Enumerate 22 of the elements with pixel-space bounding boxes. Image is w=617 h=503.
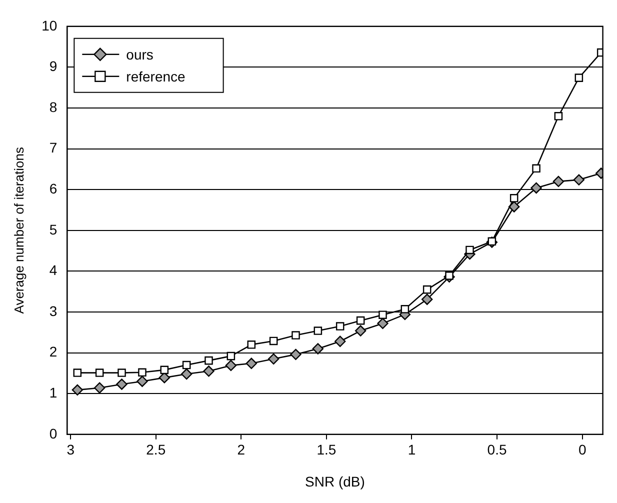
y-tick-label: 0: [49, 425, 58, 442]
y-tick-label: 3: [49, 302, 58, 319]
x-tick-label: 2: [237, 442, 246, 458]
y-tick-label: 2: [49, 344, 58, 360]
y-tick-label: 9: [49, 58, 58, 74]
x-tick-label: 3: [66, 442, 75, 458]
x-tick-label: 0.5: [487, 442, 507, 458]
legend-label: ours: [126, 46, 154, 62]
x-tick-label: 0: [578, 442, 586, 458]
legend-label: reference: [126, 68, 186, 84]
x-axis-title: SNR (dB): [305, 473, 365, 490]
x-tick-label: 2.5: [146, 442, 166, 458]
y-tick-label: 4: [49, 262, 58, 278]
y-tick-label: 10: [42, 17, 58, 34]
y-tick-label: 1: [49, 384, 58, 400]
y-tick-label: 6: [49, 180, 58, 196]
y-tick-label: 5: [49, 221, 58, 238]
x-tick-label: 1.5: [316, 442, 336, 458]
y-tick-label: 7: [49, 140, 58, 156]
y-tick-label: 8: [49, 98, 58, 115]
y-axis-title: Average number of iterations: [11, 146, 26, 314]
x-tick-label: 1: [408, 442, 416, 458]
